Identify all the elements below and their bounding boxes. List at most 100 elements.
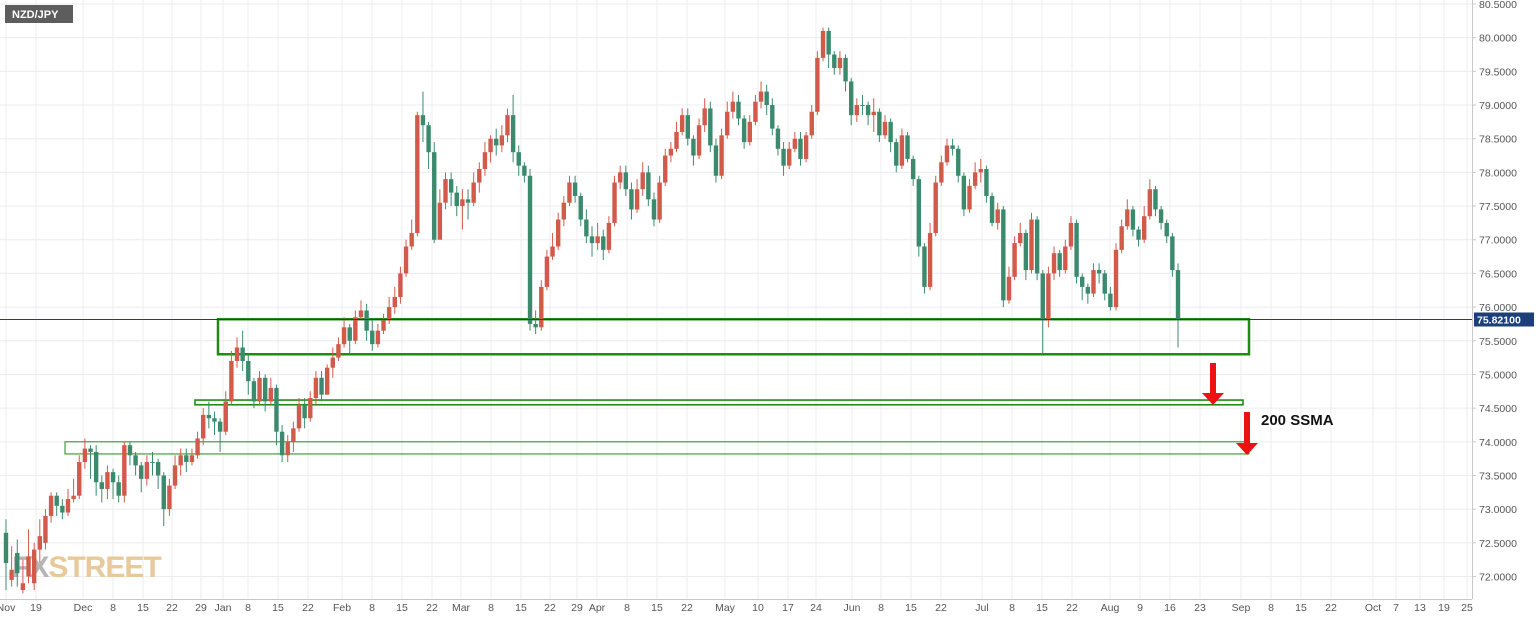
candle-body [775,128,781,149]
candle-bearish [167,478,172,516]
candle-bullish [1164,219,1169,244]
candle-body [370,330,375,345]
candle-bullish [448,172,454,207]
candle-body [178,455,183,466]
candle-body [167,485,172,510]
candle-bearish [944,138,950,166]
candle-bullish [950,138,955,156]
candle-bullish [465,189,471,220]
candle-bullish [584,209,589,244]
candle-bullish [888,118,893,153]
candle-body [927,233,933,287]
price-axis[interactable]: 80.5000 80.0000 79.5000 79.0000 78.5000 78.00… [1472,0,1517,584]
candle-bullish [910,155,916,186]
candle-body [837,57,843,68]
candle-bullish [54,492,59,516]
candle-bullish [533,310,538,335]
candle-body [1006,276,1012,301]
candle-bearish [815,51,820,116]
candle-bullish [770,98,775,136]
candle-bearish [567,175,572,207]
down-arrow-1 [1202,363,1224,405]
candle-body [20,583,26,590]
x-day-label: 13 [1414,602,1426,614]
x-day-label: 9 [1137,602,1143,614]
symbol-label: NZD/JPY [12,9,59,21]
candle-bearish [995,202,1000,230]
candle-body [944,145,950,163]
candle-body [1023,233,1029,271]
candle-bearish [1141,206,1147,244]
candle-body [634,189,640,210]
x-month-label: Apr [589,602,606,614]
candle-body [1130,209,1136,230]
x-day-label: 22 [544,602,556,614]
candle-bullish [1170,233,1175,277]
candle-bearish [499,125,505,153]
candle-bullish [426,121,431,170]
symbol-tag[interactable]: NZD/JPY [5,5,73,23]
x-day-label: 8 [488,602,494,614]
candle-body [950,145,955,149]
candle-body [939,162,944,183]
candle-body [99,482,104,489]
candle-body [544,256,550,287]
candle-body [1141,216,1147,240]
candle-body [234,347,240,361]
candle-body [1029,219,1034,271]
x-day-label: 16 [1164,602,1176,614]
candle-body [741,118,747,143]
candle-bearish [415,111,420,237]
candle-bearish [1046,266,1051,328]
candle-body [1096,270,1102,274]
x-month-label: Feb [333,602,351,614]
candle-body [764,91,769,106]
x-day-label: 15 [905,602,917,614]
candle-body [172,465,178,486]
candle-body [696,125,702,156]
candle-body [1085,286,1091,294]
watermark-street: STREET [48,551,161,584]
candle-body [398,273,403,297]
candle-bearish [488,135,493,163]
candle-body [922,246,927,287]
x-day-label: 15 [137,602,149,614]
candle-bearish [330,347,336,378]
candle-body [274,387,279,432]
candle-bearish [477,162,482,193]
x-day-label: 19 [1438,602,1450,614]
candle-bearish [9,546,14,587]
down-arrows [1202,363,1258,455]
candle-body [1080,276,1085,287]
candle-bearish [324,364,330,395]
candle-bearish [967,179,972,213]
y-tick-label: 78.0000 [1479,167,1517,179]
candle-bullish [110,468,116,500]
candle-body [240,347,245,361]
candle-bearish [257,371,262,405]
candle-bearish [1029,212,1034,274]
candle-bearish [719,128,724,180]
candle-body [308,398,313,419]
time-axis[interactable]: Nov 19 Dec 8 15 22 29 Jan 8 15 22 Feb 8 15 22 Mar 8 15 22 2… [0,602,1473,614]
candle-bearish [617,165,623,190]
candle-bearish [792,131,798,153]
candle-bullish [589,226,595,257]
candle-body [15,552,20,574]
candle-bullish [116,475,121,503]
candle-bearish [443,172,448,210]
candle-bearish [1012,236,1017,281]
x-day-label: 15 [515,602,527,614]
candle-body [285,441,290,456]
candle-bullish [420,91,426,143]
candle-body [1153,189,1158,210]
x-day-label: 15 [1295,602,1307,614]
candle-body [268,387,274,402]
candle-bearish [471,172,476,207]
candle-body [691,138,696,156]
candle-bullish [798,131,803,166]
candle-bearish [375,323,381,348]
candle-body [584,219,589,237]
candle-body [1074,222,1079,277]
